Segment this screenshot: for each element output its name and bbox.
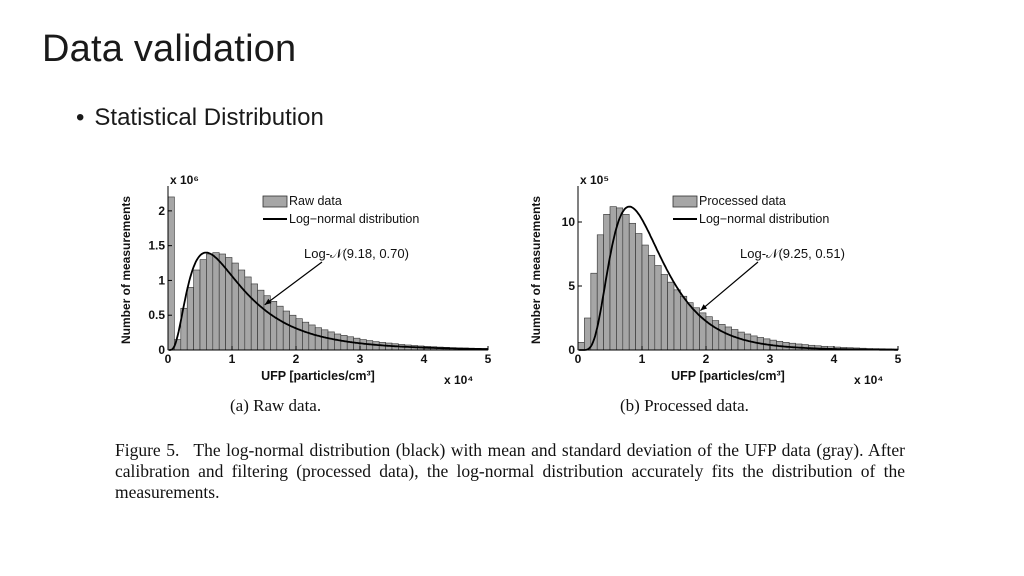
histogram-bar [302,321,310,351]
histogram-bar [609,206,617,351]
histogram-bar [186,287,194,351]
chart-processed-data: 0 1 2 3 4 5 0 5 10 x 10⁵ x 10⁴ UFP [particles/cm³] N… [529,173,902,387]
x-tick-label: 1 [639,352,646,366]
histogram-bar [276,305,284,351]
histogram-bar [270,301,278,351]
caption-label: Figure 5. [115,440,180,460]
histogram-bar [282,310,290,351]
histogram-bar [314,327,322,351]
subcaption-raw: (a) Raw data. [230,396,322,415]
y-tick-label: 5 [568,279,575,293]
legend-label-curve: Log−normal distribution [699,212,829,226]
histogram-bar [238,269,246,351]
histogram-bar [737,331,745,351]
histogram-bar [712,320,720,351]
y-tick-label: 1.5 [148,239,165,253]
annotation-arrow-line [264,261,323,306]
annotation-arrowhead-icon [264,298,272,305]
legend-swatch-bars [262,195,288,208]
histogram-bar [334,333,342,351]
histogram-bar [250,283,258,351]
slide-title: Data validation [42,28,297,70]
annotation-fit-params: Log-𝒩(9.18, 0.70) [304,246,409,261]
histogram-bar [622,214,630,351]
histogram-bar [686,302,694,351]
y-multiplier: x 10⁶ [170,173,199,187]
histogram-bar [212,252,220,351]
log-normal-curve [579,205,898,351]
histogram-bar [308,324,316,351]
x-tick-label: 0 [165,352,172,366]
y-tick-label: 2 [158,204,165,218]
histogram-bar [346,336,354,351]
x-tick-label: 1 [229,352,236,366]
y-axis-label: Number of measurements [529,196,543,344]
x-tick-label: 5 [485,352,492,366]
histogram-bar [193,269,201,351]
histogram-bar [327,331,335,351]
figure-caption: Figure 5. The log-normal distribution (bl… [115,440,905,503]
histogram-bar [295,318,303,351]
x-tick-label: 2 [703,352,710,366]
histogram-bar [667,281,675,351]
histogram-bar [340,335,348,351]
x-axis-label: UFP [particles/cm³] [261,369,375,383]
histogram-bar [244,276,252,351]
x-tick-label: 3 [767,352,774,366]
histogram-bar [167,196,175,351]
legend-label-curve: Log−normal distribution [289,212,419,226]
annotation-arrowhead-icon [700,304,708,311]
histogram-bar [206,253,214,351]
histogram-bar [648,254,656,351]
chart-raw-data: 0 1 2 3 4 5 0 0.5 1 1.5 2 x 10⁶ x 10⁴ UFP [particles/… [119,173,492,387]
annotation-arrow-line [700,261,759,312]
histogram-bar [654,265,662,351]
annotation-fit-params: Log-𝒩(9.25, 0.51) [740,246,845,261]
histogram-bar [616,207,624,351]
x-multiplier: x 10⁴ [854,373,883,387]
histogram-bar [731,329,739,351]
caption-text: The log-normal distribution (black) with… [115,440,905,502]
histogram-bar [635,233,643,351]
bullet-text: Statistical Distribution [94,104,324,131]
histogram-bar [724,326,732,351]
histogram-bar [321,329,329,351]
x-tick-label: 4 [421,352,428,366]
histogram-bar [628,222,636,351]
bullet-item: • Statistical Distribution [76,104,324,132]
x-axis-label: UFP [particles/cm³] [671,369,785,383]
histogram-bar [673,289,681,351]
y-multiplier: x 10⁵ [580,173,609,187]
y-axis-label: Number of measurements [119,196,133,344]
y-tick-label: 0 [158,343,165,357]
histogram-bar [596,234,604,351]
legend-label-bars: Processed data [699,194,786,208]
histogram-bar [199,259,207,351]
y-tick-label: 10 [562,215,576,229]
log-normal-curve [169,251,488,351]
histogram-bar [680,295,688,351]
x-tick-label: 5 [895,352,902,366]
y-tick-label: 0.5 [148,308,165,322]
x-tick-label: 0 [575,352,582,366]
legend-swatch-bars [672,195,698,208]
bullet-dot-icon: • [76,104,85,131]
y-tick-label: 0 [568,343,575,357]
x-tick-label: 4 [831,352,838,366]
histogram-bar [641,244,649,351]
histogram-bar [603,214,611,351]
histogram-bar [577,342,585,351]
histogram-bar [584,317,592,351]
histogram-bar [660,274,668,351]
x-tick-label: 2 [293,352,300,366]
y-tick-label: 1 [158,273,165,287]
histogram-bar [257,289,265,351]
histogram-bar [718,324,726,351]
x-tick-label: 3 [357,352,364,366]
legend-label-bars: Raw data [289,194,342,208]
figure: 0 1 2 3 4 5 0 0.5 1 1.5 2 x 10⁶ x 10⁴ UFP [particles/… [110,170,910,520]
subcaption-processed: (b) Processed data. [620,396,749,415]
x-multiplier: x 10⁴ [444,373,473,387]
histogram-bar [289,314,297,351]
